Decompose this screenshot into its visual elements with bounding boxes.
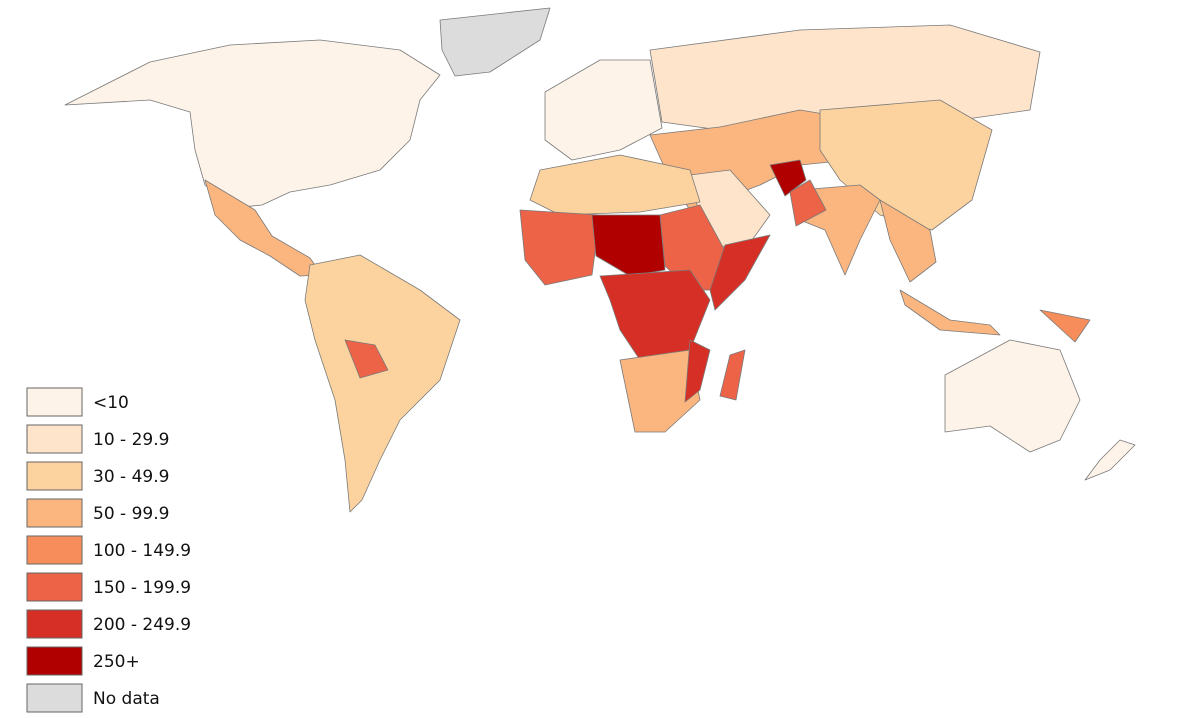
australia: [944, 339, 1081, 453]
sahel: [591, 214, 666, 277]
legend-label: 150 - 199.9: [93, 578, 191, 598]
bolivia: [344, 339, 389, 379]
new-zealand: [1084, 439, 1136, 481]
legend-swatch: [26, 609, 83, 639]
somalia: [709, 234, 771, 311]
legend-label: 100 - 149.9: [93, 541, 191, 561]
legend-swatch: [26, 683, 83, 713]
north-america: [64, 39, 441, 209]
legend-label: 30 - 49.9: [93, 467, 169, 487]
south-america: [304, 254, 461, 513]
greenland: [439, 7, 551, 77]
indonesia: [899, 289, 1001, 336]
pakistan: [789, 179, 827, 227]
madagascar: [719, 349, 746, 401]
legend-swatch: [26, 535, 83, 565]
papua-new-guinea: [1039, 309, 1091, 343]
north-africa: [529, 154, 701, 216]
legend-label: No data: [93, 689, 160, 709]
countries: [64, 7, 1136, 513]
legend-label: <10: [93, 393, 129, 413]
west-africa: [519, 209, 601, 286]
southeast-asia: [879, 199, 937, 283]
afghanistan: [769, 159, 807, 197]
legend-swatch: [26, 498, 83, 528]
southern-africa: [619, 349, 701, 433]
legend-swatch: [26, 387, 83, 417]
europe: [544, 59, 663, 161]
legend-label: 250+: [93, 652, 140, 672]
legend-swatch: [26, 461, 83, 491]
legend-label: 200 - 249.9: [93, 615, 191, 635]
legend-label: 50 - 99.9: [93, 504, 169, 524]
legend-label: 10 - 29.9: [93, 430, 169, 450]
legend-swatch: [26, 572, 83, 602]
legend: <10 10 - 29.9 30 - 49.9 50 - 99.9 100 - 149.…: [26, 387, 191, 713]
mozambique: [684, 339, 711, 403]
legend-swatch: [26, 646, 83, 676]
legend-swatch: [26, 424, 83, 454]
